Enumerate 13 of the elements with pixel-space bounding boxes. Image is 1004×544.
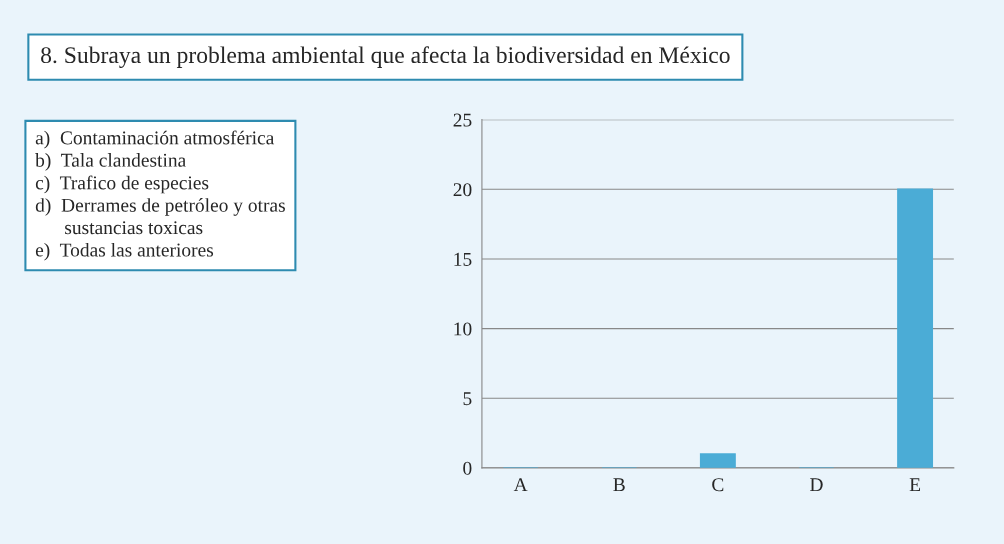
x-tick-label: A — [513, 478, 528, 492]
chart-title: 8. Subraya un problema ambiental que afecta la biodiversidad en México — [41, 46, 730, 68]
y-tick-label: 5 — [463, 392, 472, 406]
y-tick-label: 10 — [454, 322, 472, 336]
text: a) Contaminación atmosférica b) Tala clandestina c) Trafico de especies d) Derrames de petróleo y otras sustancias toxicas e) Todas las anteriores — [35, 130, 285, 261]
y-tick-label: 20 — [453, 183, 472, 197]
y-tick-label: 15 — [454, 252, 472, 266]
x-tick-label: E — [909, 478, 921, 492]
y-tick-label: 0 — [463, 461, 472, 475]
y-tick-label: 25 — [453, 113, 472, 127]
x-tick-label: D — [810, 478, 823, 492]
x-tick-label: B — [613, 478, 625, 492]
x-tick-label: C — [712, 478, 724, 492]
